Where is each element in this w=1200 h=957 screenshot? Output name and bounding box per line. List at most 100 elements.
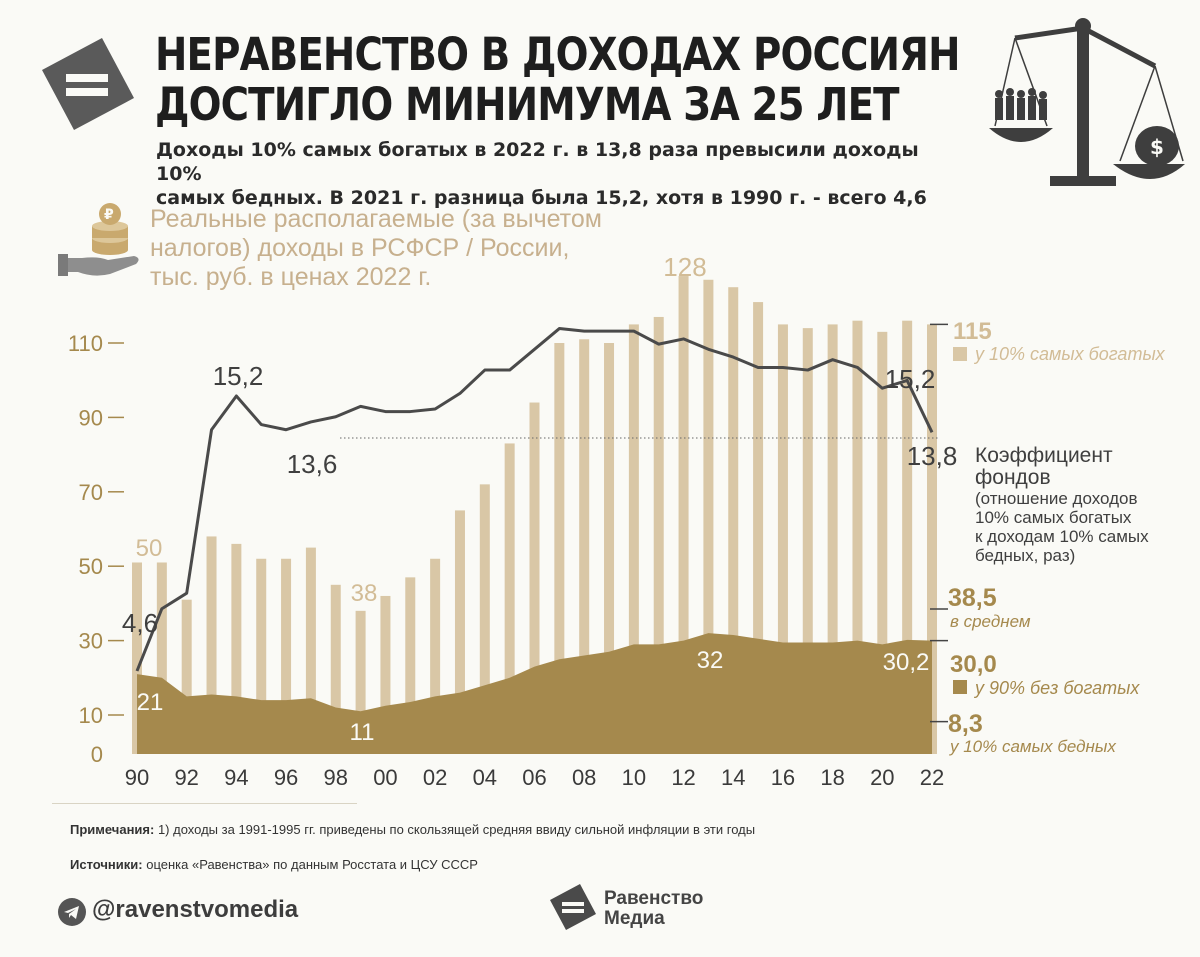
- x-tick-label-02: 02: [423, 765, 447, 790]
- x-tick-label-16: 16: [771, 765, 795, 790]
- bar-2005: [504, 443, 515, 754]
- bar-1995: [256, 558, 267, 754]
- x-tick-label-00: 00: [373, 765, 397, 790]
- legend-swatch-mid: [953, 680, 967, 694]
- data-label-у-10%-самых-богатых-2022: 115: [953, 318, 992, 345]
- x-tick-label-14: 14: [721, 765, 745, 790]
- y-tick-label-10: 10: [79, 703, 103, 728]
- ravenstvo-logo-icon: [42, 38, 134, 130]
- page-subtitle: Доходы 10% самых богатых в 2022 г. в 13,…: [156, 138, 956, 210]
- x-tick-label-90: 90: [125, 765, 149, 790]
- bar-2020: [877, 331, 888, 754]
- legend-poor-value: 8,3: [948, 710, 983, 738]
- bar-2017: [802, 328, 813, 754]
- x-tick-label-08: 08: [572, 765, 596, 790]
- x-tick-label-18: 18: [820, 765, 844, 790]
- y-tick-label-30: 30: [79, 629, 103, 654]
- legend-coef-title-2: фондов: [975, 466, 1051, 489]
- subtitle-line-2: самых бедных. В 2021 г. разница была 15,…: [156, 187, 927, 209]
- legend-coef-title-1: Коэффициент: [975, 444, 1113, 467]
- area-90-percent: [137, 633, 932, 754]
- bar-2003: [454, 510, 465, 754]
- ravenstvo-media-logo-icon: [550, 884, 596, 930]
- sources-text: оценка «Равенства» по данным Росстата и …: [142, 857, 478, 872]
- data-label-у-90%-без-богатых-1990: 21: [137, 689, 164, 716]
- legend-title-line-3: тыс. руб. в ценах 2022 г.: [150, 263, 432, 291]
- page-title: НЕРАВЕНСТВО В ДОХОДАХ РОССИЯН ДОСТИГЛО М…: [155, 30, 960, 130]
- legend-coef-desc-1: (отношение доходов: [975, 489, 1138, 508]
- data-label-у-10%-самых-богатых-1999: 38: [351, 580, 378, 607]
- bar-2015: [753, 302, 764, 754]
- legend-coef-desc-2: 10% самых богатых: [975, 508, 1132, 527]
- x-tick-label-06: 06: [522, 765, 546, 790]
- bar-1994: [231, 543, 242, 754]
- legend-title: Реальные располагаемые (за вычетом налог…: [150, 205, 670, 292]
- svg-text:₽: ₽: [104, 207, 114, 223]
- subtitle-line-1: Доходы 10% самых богатых в 2022 г. в 13,…: [156, 139, 919, 185]
- legend-avg-label: в среднем: [950, 612, 1031, 631]
- bar-2019: [852, 320, 863, 754]
- x-tick-label-98: 98: [324, 765, 348, 790]
- coefficient-line: [135, 327, 934, 672]
- y-tick-label-70: 70: [79, 480, 103, 505]
- data-label-Коэффициент-фондов-1996: 13,6: [287, 449, 338, 479]
- bar-1993: [206, 536, 217, 754]
- sources: Источники: оценка «Равенства» по данным …: [70, 857, 478, 872]
- bar-2021: [902, 320, 913, 754]
- coins-in-hand-icon: ₽: [58, 203, 139, 276]
- title-line-1: НЕРАВЕНСТВО В ДОХОДАХ РОССИЯН: [155, 28, 960, 81]
- legend-rich-label: у 10% самых богатых: [973, 344, 1166, 364]
- legend-coef-desc-4: бедных, раз): [975, 546, 1075, 565]
- telegram-icon[interactable]: [58, 898, 86, 926]
- bar-2022: [927, 324, 937, 754]
- footnote: Примечания: 1) доходы за 1991-1995 гг. п…: [70, 822, 755, 837]
- data-label-у-90%-без-богатых-2021: 30,2: [883, 649, 930, 676]
- legend-mid-label: у 90% без богатых: [973, 678, 1140, 698]
- x-tick-label-96: 96: [274, 765, 298, 790]
- brand-line-2: Медиа: [604, 908, 665, 929]
- x-tick-label-20: 20: [870, 765, 894, 790]
- bar-2007: [554, 343, 565, 754]
- bar-2016: [777, 324, 788, 754]
- data-label-у-90%-без-богатых-2022: 30,0: [950, 651, 997, 678]
- legend-title-line-2: налогов) доходы в РСФСР / России,: [150, 234, 570, 262]
- bar-1998: [330, 584, 341, 754]
- bar-1990: [132, 562, 142, 754]
- data-label-Коэффициент-фондов-1994: 15,2: [213, 361, 264, 391]
- x-tick-label-92: 92: [174, 765, 198, 790]
- footer-divider: [52, 803, 357, 804]
- bar-1992: [181, 599, 192, 754]
- brand-name: Равенство Медиа: [604, 889, 703, 929]
- data-label-у-10%-самых-богатых-1990: 50: [136, 535, 163, 562]
- legend-swatch-rich: [953, 347, 967, 361]
- y-tick-label-110: 110: [68, 331, 103, 356]
- bar-1999: [355, 610, 366, 754]
- bar-2011: [653, 316, 664, 754]
- x-tick-label-10: 10: [622, 765, 646, 790]
- bar-2004: [479, 484, 490, 754]
- x-tick-label-22: 22: [920, 765, 944, 790]
- bar-1996: [281, 558, 292, 754]
- y-tick-label-0: 0: [91, 742, 103, 767]
- telegram-handle-link[interactable]: @ravenstvomedia: [92, 896, 299, 923]
- x-tick-label-12: 12: [671, 765, 695, 790]
- bar-1991: [156, 562, 167, 754]
- bar-2012: [678, 276, 689, 754]
- data-label-Коэффициент-фондов-2022: 13,8: [907, 441, 958, 471]
- title-line-2: ДОСТИГЛО МИНИМУМА ЗА 25 ЛЕТ: [155, 78, 900, 131]
- bar-1997: [305, 547, 316, 754]
- y-tick-label-50: 50: [79, 554, 103, 579]
- data-label-Коэффициент-фондов-2021: 15,2: [885, 364, 936, 394]
- bar-2010: [628, 324, 639, 754]
- bar-2006: [529, 402, 540, 754]
- bar-2002: [430, 558, 441, 754]
- brand-line-1: Равенство: [604, 888, 704, 909]
- bar-2009: [604, 343, 615, 754]
- legend-avg-value: 38,5: [948, 584, 997, 612]
- bar-2000: [380, 595, 391, 754]
- data-label-у-90%-без-богатых-1999: 11: [350, 719, 375, 746]
- svg-text:$: $: [1150, 135, 1164, 159]
- legend-poor-label: у 10% самых бедных: [949, 737, 1116, 756]
- x-tick-label-04: 04: [473, 765, 497, 790]
